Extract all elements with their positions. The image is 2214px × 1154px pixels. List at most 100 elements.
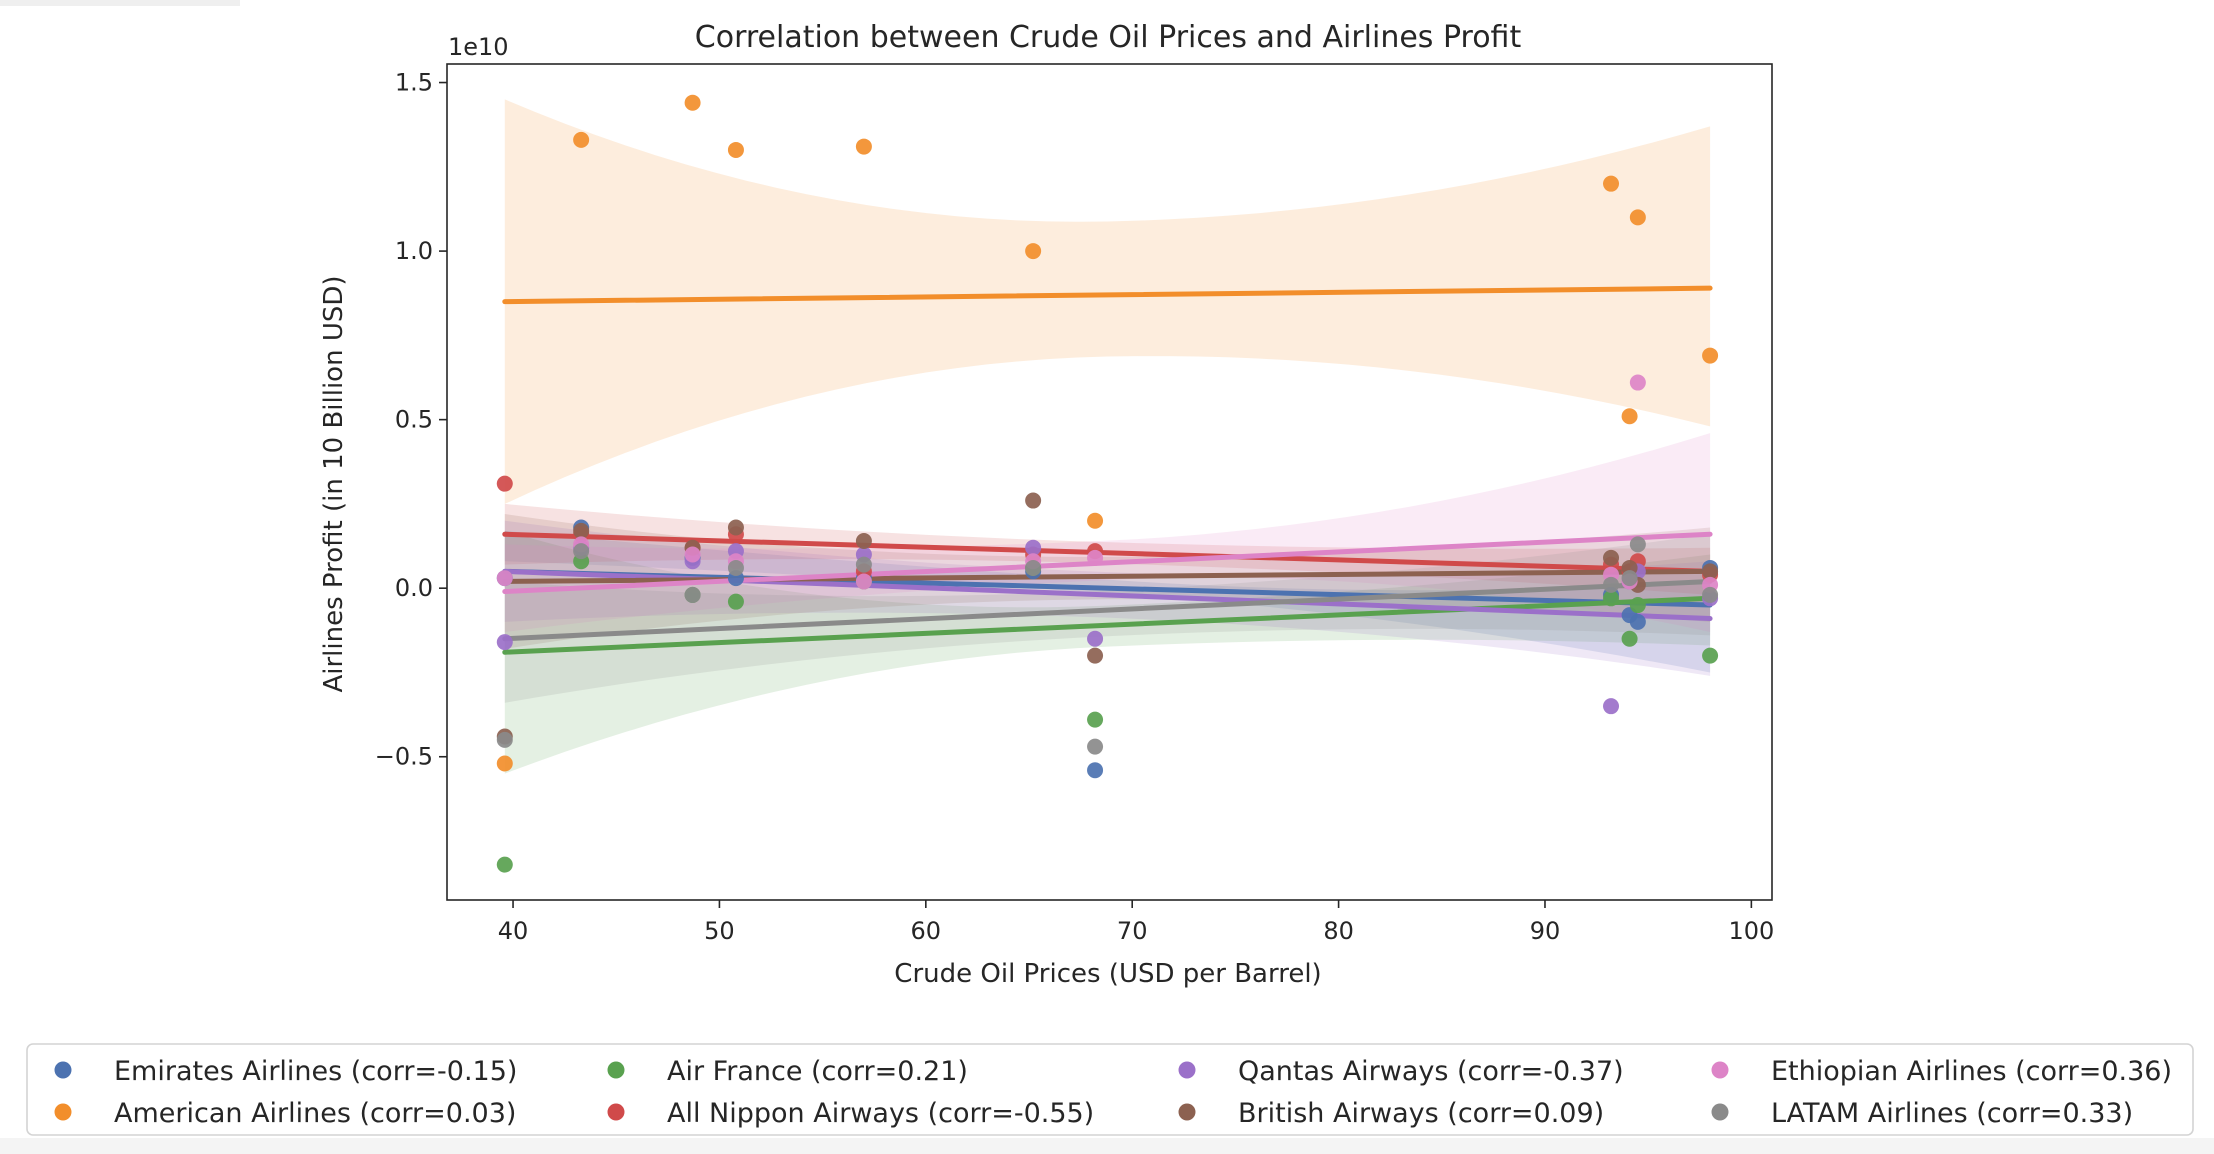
data-point-4-7 [1603, 698, 1620, 715]
confidence-band-4 [504, 520, 1711, 676]
regression-line-7 [502, 578, 1713, 642]
bottom-edge-strip [0, 1138, 2214, 1154]
y-axis-label: Airlines Profit (in 10 Billion USD) [319, 275, 349, 692]
data-point-7-5 [1025, 559, 1042, 576]
data-point-7-3 [727, 559, 744, 576]
data-point-1-1 [573, 131, 590, 148]
data-point-7-6 [1087, 738, 1104, 755]
data-point-6-2 [684, 546, 701, 563]
data-point-7-0 [496, 731, 513, 748]
data-point-5-4 [855, 532, 872, 549]
data-point-1-6 [1087, 512, 1104, 529]
legend-marker-2 [607, 1061, 625, 1079]
x-tick-label-4: 80 [1323, 917, 1354, 945]
y-offset-text: 1e10 [448, 33, 509, 61]
data-point-7-8 [1621, 570, 1638, 587]
regression-line-1 [502, 285, 1713, 305]
legend: Emirates Airlines (corr=-0.15) American A… [54, 1056, 2172, 1129]
legend-label-5: British Airways (corr=0.09) [1238, 1098, 1604, 1129]
confidence-band-1 [504, 99, 1711, 504]
data-point-1-2 [684, 94, 701, 111]
data-point-1-3 [727, 141, 744, 158]
data-point-0-9 [1629, 613, 1646, 630]
data-point-2-10 [1702, 647, 1719, 664]
scatter-points [496, 94, 1719, 873]
x-tick-label-1: 50 [704, 917, 735, 945]
confidence-bands [504, 99, 1711, 774]
data-point-5-10 [1702, 563, 1719, 580]
confidence-band-5 [504, 514, 1711, 649]
data-point-6-4 [855, 573, 872, 590]
x-tick-label-0: 40 [498, 917, 529, 945]
data-point-7-10 [1702, 586, 1719, 603]
data-point-1-7 [1603, 175, 1620, 192]
data-point-2-6 [1087, 711, 1104, 728]
data-point-2-0 [496, 856, 513, 873]
y-tick-label-0: −0.5 [375, 743, 433, 771]
top-edge-strip [0, 0, 240, 6]
confidence-band-2 [504, 530, 1711, 774]
data-point-4-6 [1087, 630, 1104, 647]
data-point-5-5 [1025, 492, 1042, 509]
y-tick-label-3: 1.0 [395, 237, 433, 265]
chart-title: Correlation between Crude Oil Prices and… [695, 20, 1522, 55]
legend-marker-0 [54, 1061, 72, 1079]
legend-label-4: Qantas Airways (corr=-0.37) [1238, 1056, 1624, 1087]
x-tick-label-3: 70 [1117, 917, 1148, 945]
data-point-7-7 [1603, 576, 1620, 593]
data-point-4-0 [496, 634, 513, 651]
regression-lines [502, 285, 1713, 655]
data-point-4-5 [1025, 539, 1042, 556]
data-point-2-8 [1621, 630, 1638, 647]
data-point-1-4 [855, 138, 872, 155]
data-point-1-8 [1621, 408, 1638, 425]
data-point-7-4 [855, 556, 872, 573]
data-point-1-10 [1702, 347, 1719, 364]
data-point-5-6 [1087, 647, 1104, 664]
data-point-0-6 [1087, 762, 1104, 779]
legend-marker-3 [607, 1103, 625, 1121]
legend-label-3: All Nippon Airways (corr=-0.55) [667, 1098, 1094, 1129]
y-axis-ticks: −0.5 0.0 0.5 1.0 1.5 [375, 69, 447, 771]
data-point-7-1 [573, 543, 590, 560]
legend-marker-5 [1178, 1103, 1196, 1121]
data-point-5-1 [573, 522, 590, 539]
y-tick-label-4: 1.5 [395, 69, 433, 97]
data-point-2-9 [1629, 597, 1646, 614]
legend-marker-1 [54, 1103, 72, 1121]
regression-line-3 [502, 531, 1713, 574]
x-axis-ticks: 40 50 60 70 80 90 100 [498, 900, 1774, 945]
x-tick-label-6: 100 [1728, 917, 1774, 945]
y-tick-label-1: 0.0 [395, 574, 433, 602]
data-point-1-9 [1629, 209, 1646, 226]
data-point-1-0 [496, 755, 513, 772]
legend-box [26, 1043, 2194, 1136]
legend-marker-7 [1711, 1103, 1729, 1121]
legend-label-2: Air France (corr=0.21) [667, 1056, 968, 1087]
data-point-5-3 [727, 519, 744, 536]
regression-line-6 [502, 531, 1713, 595]
data-point-7-2 [684, 586, 701, 603]
legend-label-7: LATAM Airlines (corr=0.33) [1771, 1098, 2133, 1129]
legend-marker-6 [1711, 1061, 1729, 1079]
data-point-6-6 [1087, 549, 1104, 566]
data-point-1-5 [1025, 243, 1042, 260]
confidence-band-7 [504, 534, 1711, 703]
x-tick-label-2: 60 [911, 917, 942, 945]
data-point-6-9 [1629, 374, 1646, 391]
regression-line-2 [502, 595, 1713, 655]
y-tick-label-2: 0.5 [395, 406, 433, 434]
legend-label-6: Ethiopian Airlines (corr=0.36) [1771, 1056, 2172, 1087]
legend-label-1: American Airlines (corr=0.03) [114, 1098, 516, 1129]
confidence-band-0 [504, 530, 1711, 673]
data-point-7-9 [1629, 536, 1646, 553]
legend-marker-4 [1178, 1061, 1196, 1079]
x-axis-label: Crude Oil Prices (USD per Barrel) [894, 959, 1321, 989]
data-point-2-3 [727, 593, 744, 610]
data-point-3-0 [496, 475, 513, 492]
plot-area-frame [446, 63, 1773, 901]
legend-label-0: Emirates Airlines (corr=-0.15) [114, 1056, 517, 1087]
data-point-2-7 [1603, 590, 1620, 607]
data-point-5-7 [1603, 549, 1620, 566]
